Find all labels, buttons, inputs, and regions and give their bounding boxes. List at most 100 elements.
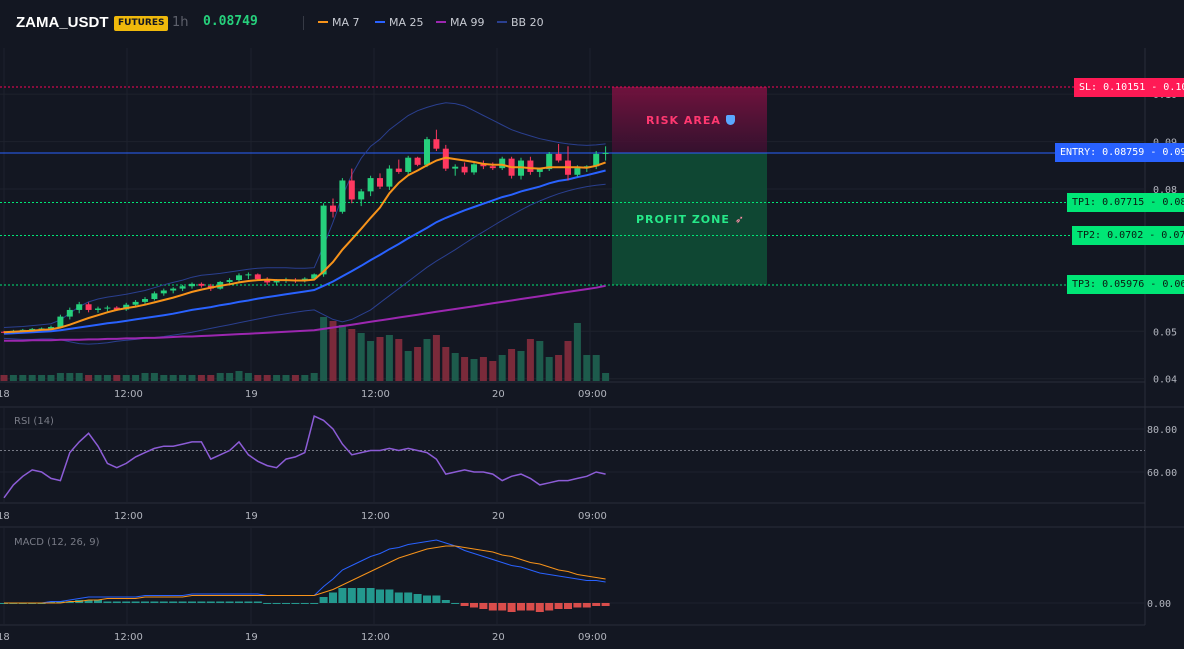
futures-badge: FUTURES bbox=[114, 16, 169, 31]
candle-body bbox=[433, 139, 440, 149]
volume-bar bbox=[489, 361, 497, 381]
candle-body bbox=[555, 153, 562, 161]
risk-area-label: RISK AREA bbox=[646, 114, 735, 127]
macd-histogram-bar bbox=[150, 601, 159, 603]
volume-bar bbox=[188, 375, 196, 381]
volume-bar bbox=[94, 375, 102, 381]
candle-body bbox=[339, 180, 346, 212]
volume-bar bbox=[47, 375, 55, 381]
macd-histogram-bar bbox=[272, 603, 281, 604]
volume-bar bbox=[470, 359, 478, 381]
candle-body bbox=[546, 153, 553, 170]
macd-histogram-bar bbox=[366, 588, 375, 603]
volume-bar bbox=[132, 375, 140, 381]
legend-ma7-label: MA 7 bbox=[332, 16, 360, 29]
tp3-price-label: TP3: 0.05976 - 0.06 bbox=[1067, 275, 1184, 294]
volume-bar bbox=[573, 323, 581, 381]
volume-bar bbox=[197, 375, 205, 381]
candle-body bbox=[348, 180, 355, 200]
timeframe-selector[interactable]: 1h bbox=[172, 15, 189, 30]
price-tick-label: 0.08 bbox=[1153, 185, 1177, 196]
time-tick-macd: 18 bbox=[0, 632, 10, 643]
candle-body bbox=[132, 301, 139, 305]
macd-histogram-bar bbox=[535, 603, 544, 612]
candle-body bbox=[85, 304, 92, 310]
legend-ma99[interactable]: MA 99 bbox=[436, 16, 485, 30]
volume-bar bbox=[564, 341, 572, 381]
volume-bar bbox=[291, 375, 299, 381]
candle-body bbox=[76, 304, 83, 310]
ma99-line bbox=[4, 284, 606, 342]
volume-bar bbox=[338, 325, 346, 381]
legend-ma7[interactable]: MA 7 bbox=[318, 16, 360, 30]
volume-bar bbox=[545, 357, 553, 381]
time-tick-macd: 19 bbox=[245, 632, 258, 643]
macd-histogram-bar bbox=[47, 601, 55, 603]
volume-bar bbox=[395, 339, 403, 381]
macd-histogram-bar bbox=[282, 603, 290, 604]
macd-histogram-bar bbox=[300, 603, 309, 604]
macd-histogram-bar bbox=[460, 603, 469, 606]
candle-body bbox=[574, 168, 581, 175]
candle-body bbox=[395, 168, 402, 172]
volume-bar bbox=[85, 375, 93, 381]
candle-body bbox=[461, 166, 468, 173]
candle-body bbox=[104, 307, 111, 309]
macd-histogram-bar bbox=[517, 603, 525, 611]
volume-bar bbox=[592, 355, 600, 381]
candle-body bbox=[151, 293, 158, 300]
macd-histogram-bar bbox=[479, 603, 488, 609]
time-tick-macd: 12:00 bbox=[361, 632, 390, 643]
macd-histogram-bar bbox=[225, 601, 234, 603]
ma99-swatch bbox=[436, 21, 446, 23]
time-tick-macd: 12:00 bbox=[114, 632, 143, 643]
candle-body bbox=[527, 160, 534, 172]
legend-bb20[interactable]: BB 20 bbox=[497, 16, 544, 30]
candle-body bbox=[264, 279, 271, 283]
candle-body bbox=[414, 157, 421, 165]
candle-body bbox=[198, 283, 205, 286]
macd-histogram-bar bbox=[235, 601, 243, 603]
macd-histogram-bar bbox=[545, 603, 554, 611]
macd-histogram-bar bbox=[263, 603, 272, 604]
entry-price-label: ENTRY: 0.08759 - 0.09 bbox=[1055, 143, 1184, 162]
ma25-swatch bbox=[375, 21, 385, 23]
volume-bar bbox=[244, 373, 252, 381]
candle-body bbox=[1, 331, 7, 333]
sl-price-label: SL: 0.10151 - 0.10 bbox=[1074, 78, 1184, 97]
macd-histogram-bar bbox=[188, 601, 196, 603]
macd-histogram-bar bbox=[488, 603, 497, 611]
time-tick-macd: 20 bbox=[492, 632, 505, 643]
volume-bar bbox=[103, 375, 111, 381]
volume-bar bbox=[273, 375, 281, 381]
candle-body bbox=[245, 274, 252, 276]
macd-histogram-bar bbox=[253, 601, 262, 603]
volume-bar bbox=[207, 375, 215, 381]
candle-body bbox=[179, 286, 186, 289]
candle-body bbox=[236, 275, 242, 281]
ma7-swatch bbox=[318, 21, 328, 23]
rsi-panel-title: RSI (14) bbox=[14, 416, 54, 427]
volume-bar bbox=[216, 373, 224, 381]
macd-histogram-bar bbox=[394, 592, 403, 603]
macd-histogram-bar bbox=[404, 592, 413, 603]
volume-bar bbox=[404, 351, 412, 381]
legend-ma25[interactable]: MA 25 bbox=[375, 16, 424, 30]
volume-bar bbox=[461, 357, 469, 381]
volume-bar bbox=[602, 373, 610, 381]
time-tick-main: 12:00 bbox=[114, 389, 143, 400]
macd-tick-label: 0.00 bbox=[1147, 599, 1171, 610]
volume-bar bbox=[282, 375, 290, 381]
volume-bar bbox=[122, 375, 130, 381]
macd-histogram-bar bbox=[441, 600, 450, 603]
candle-body bbox=[311, 274, 318, 279]
symbol-title[interactable]: ZAMA_USDT bbox=[16, 14, 109, 31]
volume-bar bbox=[432, 335, 440, 381]
legend-ma99-label: MA 99 bbox=[450, 16, 485, 29]
shield-icon bbox=[725, 115, 735, 125]
macd-histogram-bar bbox=[498, 603, 507, 611]
volume-bar bbox=[367, 341, 375, 381]
candle-body bbox=[48, 327, 54, 329]
candle-body bbox=[57, 316, 64, 328]
